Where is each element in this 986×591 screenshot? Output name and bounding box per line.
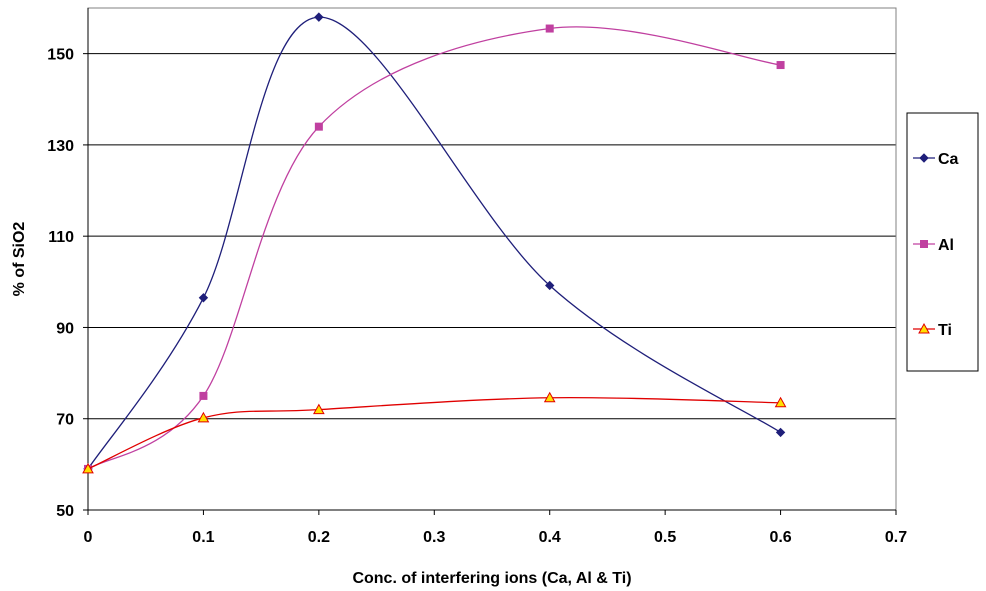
x-tick-label: 0.7 xyxy=(885,529,907,546)
data-point-ti xyxy=(774,396,787,408)
data-point-al xyxy=(545,24,554,33)
x-tick-labels: 0 0.1 0.2 0.3 0.4 0.5 0.6 0.7 xyxy=(84,510,907,546)
legend-marker-ca xyxy=(919,153,929,163)
y-tick-label: 70 xyxy=(56,412,74,429)
data-point-ti xyxy=(197,411,210,423)
legend-label-ca: Ca xyxy=(938,151,959,168)
legend-item-ti: Ti xyxy=(913,322,952,339)
y-axis-title: % of SiO2 xyxy=(11,222,28,297)
x-axis-title: Conc. of interfering ions (Ca, Al & Ti) xyxy=(352,570,631,587)
series-line-ca xyxy=(87,16,781,470)
data-point-ca xyxy=(775,427,786,438)
x-tick-label: 0.4 xyxy=(539,529,561,546)
series-ti xyxy=(82,391,787,474)
data-point-al xyxy=(314,122,323,131)
legend: Ca Al Ti xyxy=(906,112,979,372)
data-point-ca xyxy=(198,293,209,303)
legend-box xyxy=(906,112,979,372)
x-tick-label: 0.5 xyxy=(654,529,676,546)
y-tick-label: 110 xyxy=(48,229,74,246)
x-tick-label: 0.6 xyxy=(769,529,791,546)
series-line-ti xyxy=(87,396,781,470)
legend-label-ti: Ti xyxy=(938,322,952,339)
series-group xyxy=(82,12,787,474)
axes xyxy=(87,8,896,511)
data-point-al xyxy=(776,61,785,70)
y-tick-label: 50 xyxy=(56,503,74,520)
y-tick-label: 130 xyxy=(47,138,74,155)
data-point-ca xyxy=(545,280,555,291)
data-point-ti xyxy=(313,403,325,415)
series-ca xyxy=(83,12,786,474)
legend-item-ca: Ca xyxy=(913,151,959,168)
series-al xyxy=(84,24,785,473)
gridlines xyxy=(88,53,896,420)
data-point-ti xyxy=(543,391,556,403)
data-point-ti xyxy=(82,462,94,474)
legend-marker-al xyxy=(920,240,928,248)
x-tick-label: 0.1 xyxy=(192,529,214,546)
legend-marker-ti xyxy=(918,322,930,334)
x-tick-label: 0 xyxy=(84,529,93,546)
data-point-ca xyxy=(314,12,324,22)
y-tick-label: 150 xyxy=(47,47,74,64)
x-tick-label: 0.3 xyxy=(423,529,445,546)
plot-area xyxy=(87,7,897,511)
y-tick-labels: 50 70 90 110 130 150 xyxy=(47,47,88,520)
x-tick-label: 0.2 xyxy=(308,529,330,546)
legend-item-al: Al xyxy=(913,237,954,254)
legend-label-al: Al xyxy=(938,237,954,254)
data-point-al xyxy=(199,391,208,400)
y-tick-label: 90 xyxy=(56,320,74,337)
